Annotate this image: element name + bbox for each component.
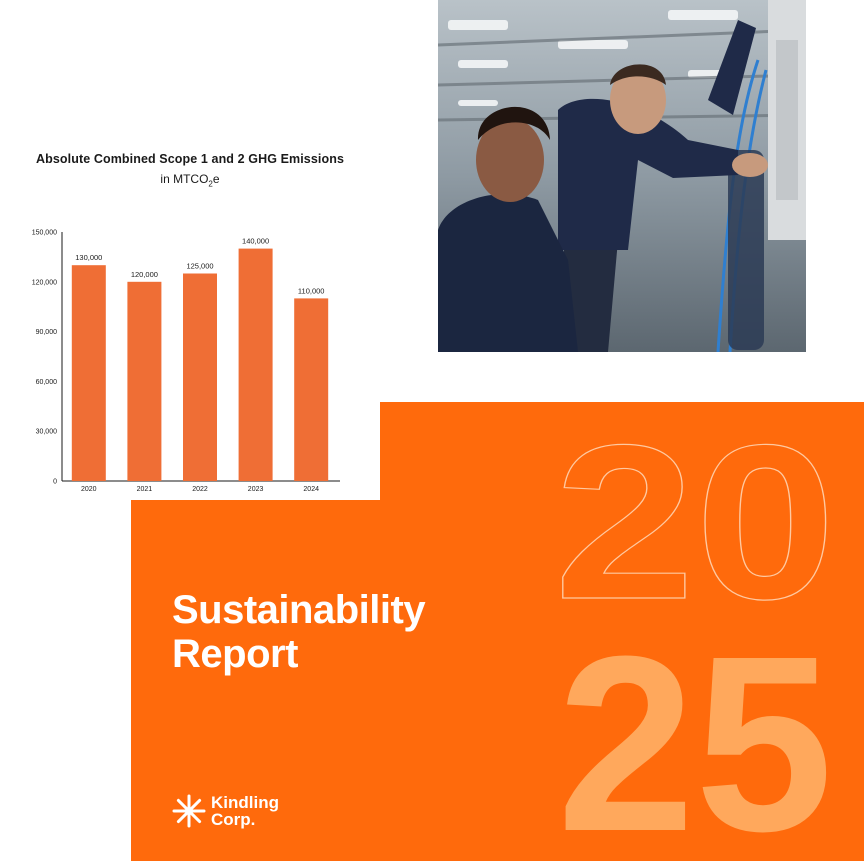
y-tick-label: 150,000 — [32, 230, 57, 237]
y-tick-label: 60,000 — [36, 379, 58, 386]
bar-value-label: 140,000 — [242, 237, 269, 246]
chart-subtitle-subscript: 2 — [208, 179, 213, 189]
kneeling-worker — [438, 106, 578, 352]
brand-name: Kindling Corp. — [211, 794, 279, 828]
background-worker — [728, 150, 764, 350]
bar-value-label: 125,000 — [186, 262, 213, 271]
report-title-line1: Sustainability — [172, 588, 426, 632]
x-tick-label: 2024 — [303, 486, 319, 493]
y-tick-label: 0 — [53, 479, 57, 486]
chart-subtitle-suffix: e — [212, 172, 220, 186]
brand-name-line2: Corp. — [211, 810, 256, 829]
y-tick-label: 120,000 — [32, 279, 57, 286]
brand-name-line1: Kindling — [211, 793, 279, 812]
chart-subtitle: in MTCO2e — [0, 172, 380, 188]
bar — [127, 281, 162, 481]
chart-subtitle-prefix: in MTCO — [160, 172, 209, 186]
bar-value-label: 130,000 — [75, 253, 102, 262]
emissions-chart-card: Absolute Combined Scope 1 and 2 GHG Emis… — [0, 0, 380, 500]
x-tick-label: 2022 — [192, 486, 208, 493]
workshop-photo — [438, 0, 806, 352]
report-cover-top — [380, 402, 864, 500]
x-tick-label: 2021 — [137, 486, 153, 493]
emissions-bar-chart: 0 30,000 60,000 90,000 120,000 150,000 130,000… — [32, 230, 340, 493]
bar — [238, 248, 273, 481]
report-title: Sustainability Report — [172, 588, 426, 676]
bar — [71, 265, 106, 481]
bar-value-label: 120,000 — [131, 270, 158, 279]
brand-logo: Kindling Corp. — [172, 794, 279, 828]
report-title-line2: Report — [172, 632, 298, 676]
report-cover — [131, 500, 864, 861]
bar-value-label: 110,000 — [298, 286, 325, 295]
x-tick-label: 2020 — [81, 486, 97, 493]
y-tick-label: 30,000 — [36, 429, 58, 436]
bar — [183, 273, 217, 481]
bar — [294, 298, 329, 481]
chart-title: Absolute Combined Scope 1 and 2 GHG Emis… — [35, 152, 345, 166]
x-tick-label: 2023 — [248, 486, 264, 493]
y-tick-label: 90,000 — [36, 329, 58, 336]
sparkle-icon — [172, 794, 206, 828]
photo-illustration — [438, 0, 806, 352]
